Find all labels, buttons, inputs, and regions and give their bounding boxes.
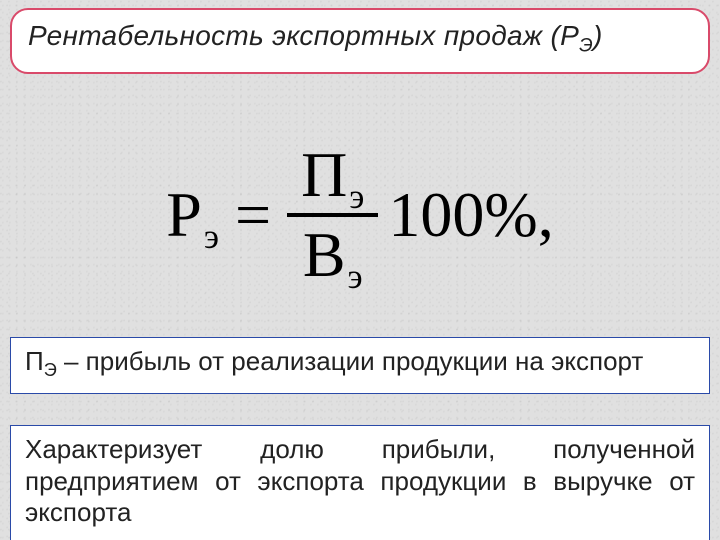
definition-box: ПЭ – прибыль от реализации продукции на …: [10, 337, 710, 394]
num-sym: П э: [301, 143, 364, 207]
unit: %: [484, 178, 537, 252]
fraction-numerator: П э: [287, 139, 378, 211]
slide-title: Рентабельность экспортных продаж (РЭ): [28, 20, 692, 58]
lhs-sub: э: [204, 217, 219, 257]
formula: Р э = П э В э 100 % ,: [166, 139, 553, 291]
equals-sign: =: [229, 178, 277, 252]
fraction-bar: [287, 213, 378, 217]
formula-lhs: Р э: [166, 178, 219, 252]
def-var-sub: Э: [44, 360, 57, 380]
fraction-denominator: В э: [289, 219, 377, 291]
factor: 100: [388, 178, 484, 252]
lhs-main: Р: [166, 178, 202, 252]
den-sub: э: [348, 259, 363, 294]
definition-text: ПЭ – прибыль от реализации продукции на …: [25, 346, 695, 381]
definition-var: ПЭ: [25, 346, 57, 376]
den-main: В: [303, 223, 346, 287]
description-text: Характеризует долю прибыли, полученной п…: [25, 434, 695, 529]
title-symbol-main: Р: [560, 20, 579, 51]
num-main: П: [301, 143, 347, 207]
formula-area: Р э = П э В э 100 % ,: [0, 100, 720, 330]
num-sub: э: [349, 179, 364, 214]
title-prefix: Рентабельность экспортных продаж (: [28, 20, 560, 51]
def-rest: – прибыль от реализации продукции на экс…: [57, 346, 644, 376]
description-box: Характеризует долю прибыли, полученной п…: [10, 425, 710, 540]
title-suffix: ): [593, 20, 603, 51]
def-var-main: П: [25, 346, 44, 376]
trail: ,: [538, 178, 554, 252]
formula-tail: 100 % ,: [388, 178, 553, 252]
den-sym: В э: [303, 223, 363, 287]
title-symbol-sub: Э: [579, 35, 593, 57]
fraction: П э В э: [287, 139, 378, 291]
title-box: Рентабельность экспортных продаж (РЭ): [10, 8, 710, 74]
